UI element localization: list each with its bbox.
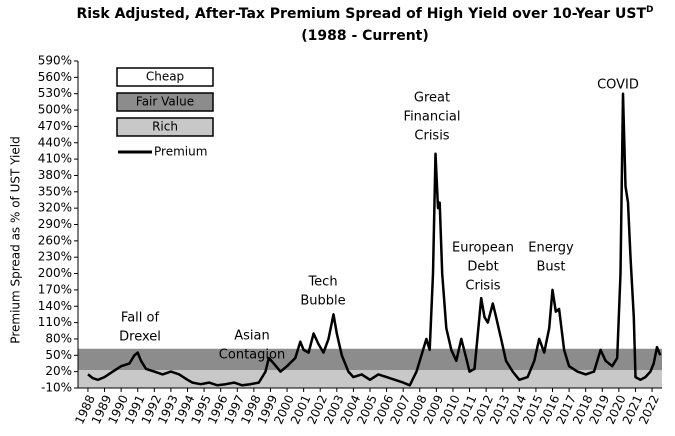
annotation: Debt: [467, 260, 498, 275]
chart-title: Risk Adjusted, After-Tax Premium Spread …: [76, 5, 653, 23]
y-tick-label: 530%: [38, 86, 72, 100]
y-tick-label: 470%: [38, 119, 72, 133]
y-tick-label: 80%: [45, 331, 72, 345]
legend-swatch: [116, 67, 214, 87]
y-axis-label: Premium Spread as % of UST Yield: [9, 136, 23, 343]
y-tick-label: 440%: [38, 135, 72, 149]
y-tick-label: 110%: [38, 315, 72, 329]
annotation: Asian: [234, 329, 269, 344]
y-tick-label: 500%: [38, 103, 72, 117]
title-superscript: D: [646, 5, 653, 15]
y-tick-label: 410%: [38, 152, 72, 166]
y-tick-label: 230%: [38, 250, 72, 264]
legend-label: Cheap: [146, 70, 184, 84]
legend-label: Premium: [154, 145, 207, 159]
y-tick-label: 260%: [38, 233, 72, 247]
y-tick-label: 200%: [38, 266, 72, 280]
annotation: Crisis: [414, 129, 449, 144]
title-text: Risk Adjusted, After-Tax Premium Spread …: [76, 6, 646, 22]
y-tick-label: 140%: [38, 299, 72, 313]
y-tick-label: 380%: [38, 168, 72, 182]
legend-swatch: [116, 92, 214, 112]
y-tick-label: 170%: [38, 282, 72, 296]
annotation: Fall of: [121, 311, 160, 326]
annotation: European: [452, 241, 514, 256]
y-tick-label: 350%: [38, 184, 72, 198]
chart-subtitle: (1988 - Current): [301, 28, 429, 44]
series-line: [87, 92, 662, 387]
legend-label: Rich: [152, 120, 178, 134]
y-tick-label: -10%: [41, 381, 72, 395]
y-tick-label: 590%: [38, 54, 72, 68]
band: [78, 348, 662, 371]
annotation: Crisis: [465, 279, 500, 294]
legend-swatch: [116, 117, 214, 137]
y-tick-label: 20%: [45, 364, 72, 378]
annotation: COVID: [597, 78, 639, 93]
annotation: Energy: [528, 241, 574, 256]
annotation: Bubble: [300, 294, 345, 309]
annotation: Great: [414, 91, 450, 106]
annotation: Drexel: [119, 330, 161, 345]
annotation: Financial: [404, 110, 461, 125]
annotation: Tech: [307, 275, 337, 290]
legend-label: Fair Value: [136, 95, 194, 109]
y-tick-label: 560%: [38, 70, 72, 84]
y-tick-label: 290%: [38, 217, 72, 231]
annotation: Contagion: [219, 348, 285, 363]
annotation: Bust: [536, 260, 565, 275]
y-tick-label: 50%: [45, 348, 72, 362]
y-tick-label: 320%: [38, 201, 72, 215]
